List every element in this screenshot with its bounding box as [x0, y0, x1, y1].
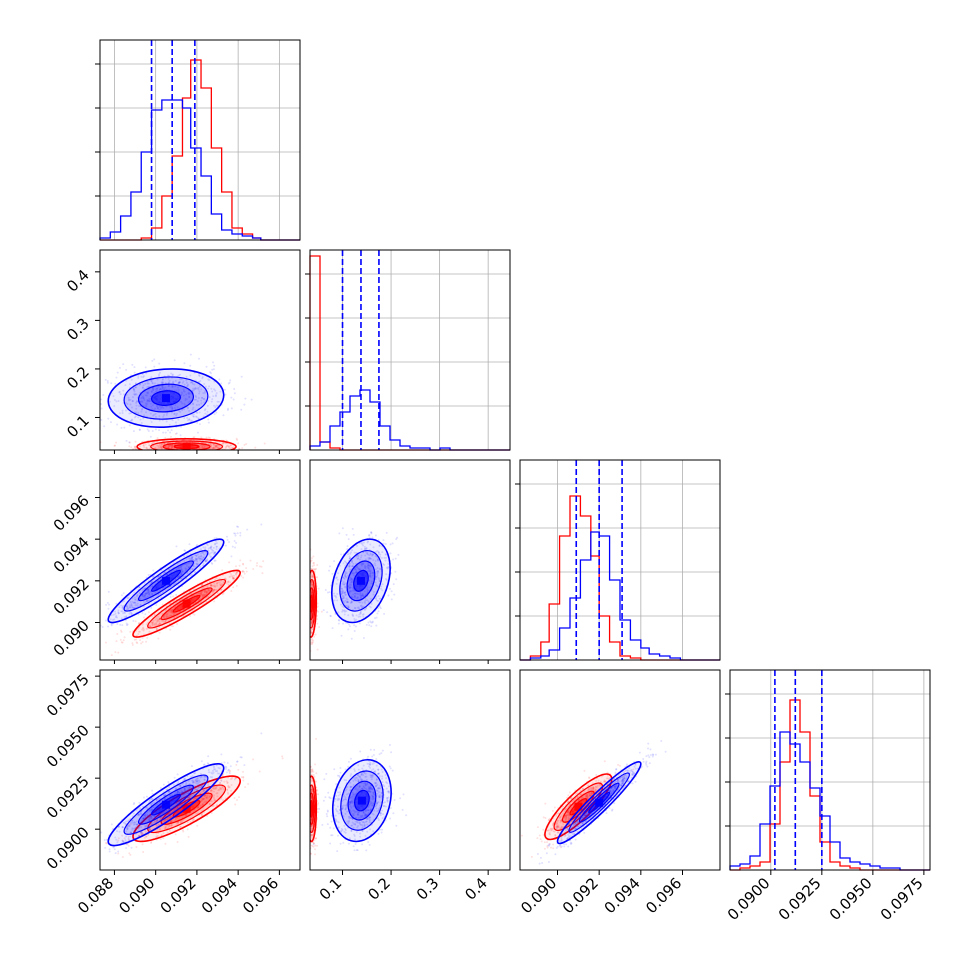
x-tick-label: 0.092 [559, 874, 602, 917]
panel-frame [309, 249, 511, 451]
panel-frame [99, 669, 301, 871]
x-tick-label: 0.0950 [826, 874, 876, 924]
joint-panel-0-3 [99, 669, 301, 871]
joint-panel-1-2 [309, 459, 511, 661]
x-tick-label: 0.0975 [877, 874, 927, 924]
y-tick-label: 0.0975 [43, 670, 93, 720]
contour-blue [331, 538, 391, 624]
x-tick-label: 0.2 [364, 874, 394, 904]
y-tick-label: 0.3 [63, 314, 93, 344]
y-tick-label: 0.096 [50, 492, 93, 535]
joint-panel-0-1 [99, 249, 301, 451]
y-tick-label: 0.094 [50, 533, 93, 576]
hist-blue-0 [99, 99, 300, 241]
x-tick-label: 0.1 [316, 874, 346, 904]
panel-frame [309, 669, 511, 871]
joint-panel-2-3 [519, 669, 721, 871]
x-tick-label: 0.090 [517, 874, 560, 917]
joint-panel-0-2 [99, 459, 301, 661]
x-tick-label: 0.090 [115, 874, 158, 917]
y-tick-label: 0.4 [63, 266, 93, 296]
contour-red [310, 775, 318, 843]
x-tick-label: 0.096 [239, 874, 282, 917]
x-tick-label: 0.096 [642, 874, 685, 917]
joint-panel-1-3 [309, 669, 511, 871]
x-tick-label: 0.094 [601, 874, 644, 917]
x-tick-label: 0.3 [413, 874, 443, 904]
contour-red [136, 438, 237, 450]
panel-frame [99, 249, 301, 451]
x-tick-label: 0.088 [74, 874, 117, 917]
hist-panel-3 [725, 669, 931, 871]
y-tick-label: 0.090 [50, 617, 93, 660]
x-tick-label: 0.4 [461, 874, 491, 904]
hist-panel-0 [95, 39, 301, 241]
y-tick-label: 0.0925 [43, 772, 93, 822]
panel-frame [519, 459, 721, 661]
panel-frame [309, 459, 511, 661]
hist-blue-2 [520, 531, 720, 661]
y-tick-label: 0.0950 [43, 721, 93, 771]
contour-blue [556, 761, 642, 845]
y-tick-label: 0.2 [63, 363, 93, 393]
hist-blue-3 [729, 731, 930, 871]
panel-frame [99, 459, 301, 661]
contour-red [544, 773, 613, 841]
x-tick-label: 0.092 [157, 874, 200, 917]
x-tick-label: 0.094 [198, 874, 241, 917]
panel-frame [99, 39, 301, 241]
y-tick-label: 0.0900 [43, 823, 93, 873]
panel-frame [519, 669, 721, 871]
y-tick-label: 0.092 [50, 575, 93, 618]
x-tick-label: 0.0925 [775, 874, 825, 924]
contour-blue [107, 538, 225, 624]
y-tick-label: 0.1 [63, 412, 93, 442]
contour-blue [107, 763, 225, 847]
hist-panel-2 [515, 459, 721, 661]
x-tick-label: 0.0900 [724, 874, 774, 924]
contour-blue [107, 368, 225, 428]
contour-red [132, 569, 242, 638]
contour-blue [332, 758, 392, 843]
panel-frame [729, 669, 931, 871]
hist-panel-1 [305, 249, 511, 451]
contour-red [310, 569, 318, 638]
